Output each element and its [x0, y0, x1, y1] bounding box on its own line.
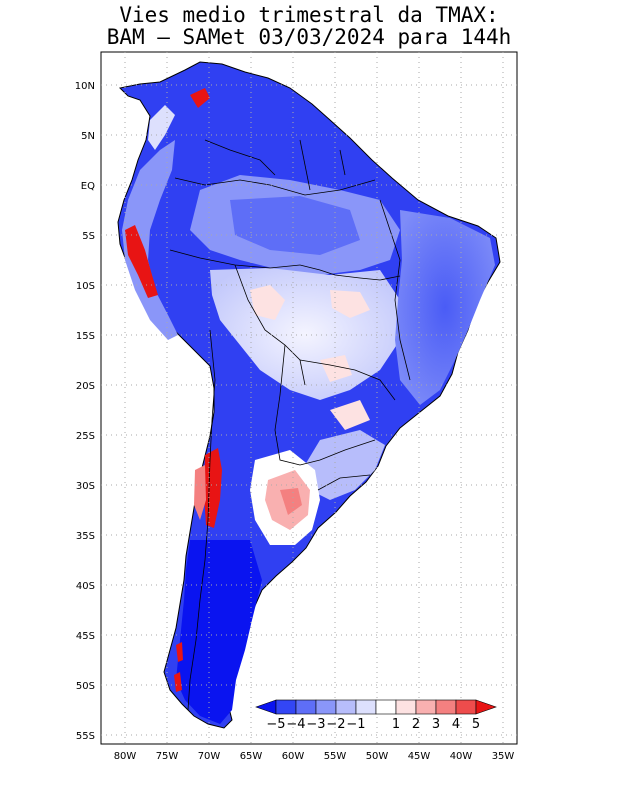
lat-label: 5N — [81, 131, 95, 142]
color-legend: −5 −4 −3 −2 −1 1 2 3 4 5 — [255, 699, 497, 732]
colorbar-label: 4 — [452, 717, 460, 732]
lon-label: 70W — [198, 751, 221, 762]
lat-label: 35S — [76, 531, 95, 542]
andes-coastal-belt — [122, 140, 178, 340]
lat-label: 10S — [76, 281, 95, 292]
latitude-axis: 10N 5N EQ 5S 10S 15S 20S 25S 30S 35S 40S… — [75, 81, 95, 742]
lon-label: 50W — [366, 751, 389, 762]
colorbar-swatch — [295, 699, 317, 715]
pink-patch-gran-chaco — [330, 400, 370, 430]
lon-label: 80W — [114, 751, 137, 762]
lon-label: 75W — [156, 751, 179, 762]
andes-pink-strip-chile — [194, 465, 206, 520]
country-borders — [169, 139, 411, 711]
colorbar-label: 5 — [472, 717, 480, 732]
lat-label: 55S — [76, 731, 95, 742]
colorbar-swatch — [375, 699, 397, 715]
pampas-warm-center — [280, 488, 302, 515]
colorbar-label: −2 — [326, 717, 345, 732]
colorbar-swatch — [355, 699, 377, 715]
colorbar-swatch — [335, 699, 357, 715]
lat-label: 40S — [76, 581, 95, 592]
andes-light-strip-north — [148, 105, 175, 150]
lat-label: 20S — [76, 381, 95, 392]
pink-patch-south — [320, 355, 352, 382]
lon-label: 55W — [324, 751, 347, 762]
lat-label: 5S — [82, 231, 95, 242]
colorbar-swatch — [415, 699, 437, 715]
lat-label: 25S — [76, 431, 95, 442]
lon-label: 65W — [240, 751, 263, 762]
south-brazil-region — [305, 430, 385, 500]
colorbar-swatch — [275, 699, 297, 715]
patagonia-red-spot — [176, 642, 183, 662]
colorbar-swatch — [455, 699, 477, 715]
lat-label: 10N — [75, 81, 95, 92]
lon-label: 40W — [450, 751, 473, 762]
amazon-core — [230, 196, 360, 255]
continent-field — [117, 61, 501, 729]
lat-label: 30S — [76, 481, 95, 492]
lon-label: 45W — [408, 751, 431, 762]
colorbar-label: −1 — [346, 717, 365, 732]
colorbar-label: 2 — [412, 717, 420, 732]
lon-label: 35W — [492, 751, 515, 762]
lat-label: EQ — [81, 181, 95, 192]
northeast-brazil-region — [395, 210, 495, 405]
colorbar-label: −3 — [306, 717, 325, 732]
lat-label: 45S — [76, 631, 95, 642]
colorbar-swatch — [435, 699, 457, 715]
lon-label: 60W — [282, 751, 305, 762]
patagonia-red-spot-south — [174, 672, 182, 692]
pink-patch-central — [330, 290, 370, 318]
patagonia-region — [176, 540, 262, 724]
andes-red-strip-peru — [125, 225, 158, 298]
map-title-line2: BAM – SAMet 03/03/2024 para 144h — [106, 25, 512, 49]
colorbar-swatch — [395, 699, 417, 715]
colorbar-swatch — [315, 699, 337, 715]
colorbar-label: −4 — [286, 717, 305, 732]
graticule — [101, 52, 517, 744]
lat-label: 15S — [76, 331, 95, 342]
colorbar-label: 3 — [432, 717, 440, 732]
colorbar-max-arrow — [475, 699, 497, 715]
pink-patch-west — [250, 285, 285, 320]
andes-red-strip-colombia — [190, 88, 210, 108]
lat-label: 50S — [76, 681, 95, 692]
map-title-line1: Vies medio trimestral da TMAX: — [119, 3, 499, 27]
colorbar-label: −5 — [266, 717, 285, 732]
longitude-axis: 80W 75W 70W 65W 60W 55W 50W 45W 40W 35W — [114, 751, 515, 762]
colorbar-label: 1 — [392, 717, 400, 732]
